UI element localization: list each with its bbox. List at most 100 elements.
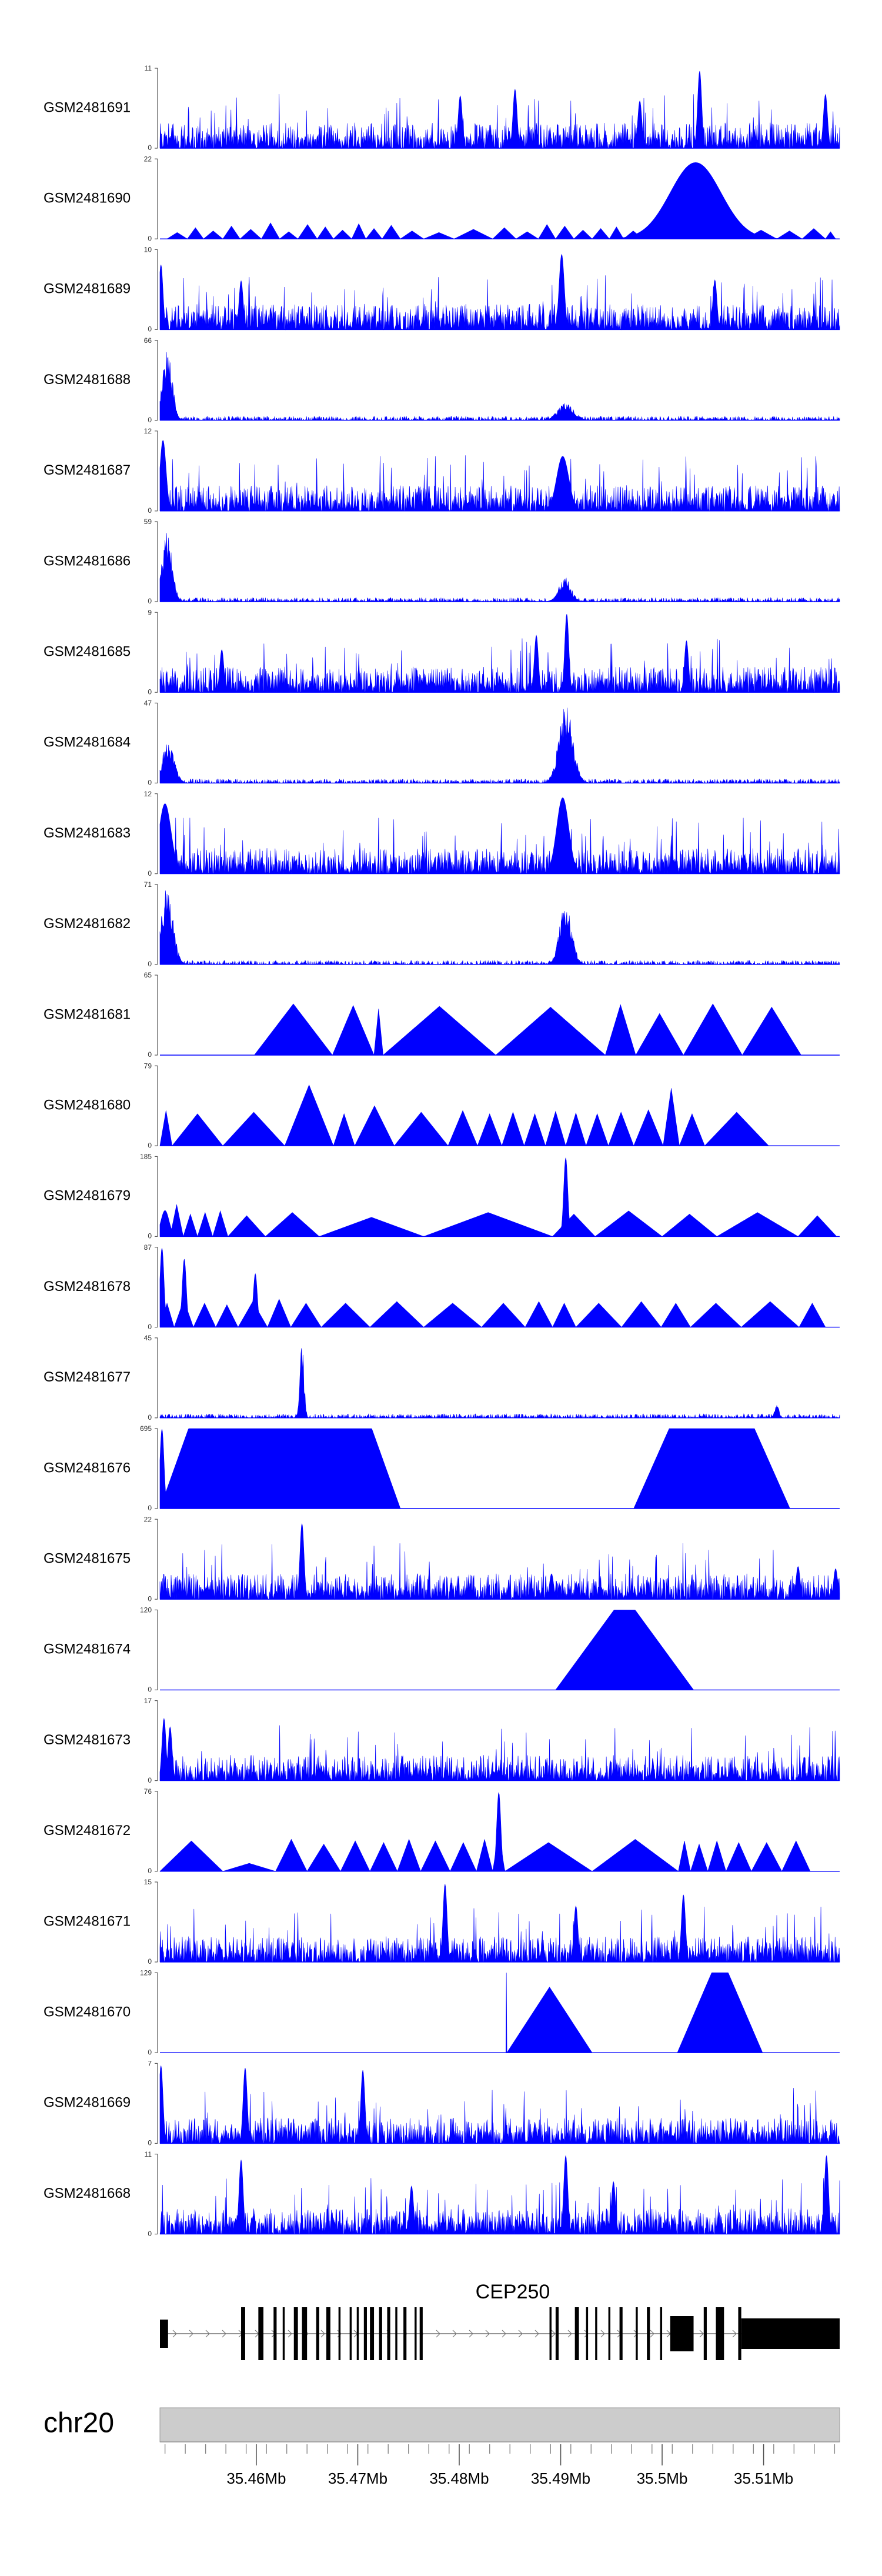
track-GSM2481691: GSM2481691 11 0 bbox=[44, 64, 840, 152]
y-axis-min-label: 0 bbox=[148, 1050, 152, 1059]
strand-arrow bbox=[469, 2330, 473, 2338]
track-GSM2481675: GSM2481675 22 0 bbox=[44, 1515, 840, 1603]
y-axis-max-label: 129 bbox=[140, 1968, 152, 1977]
y-axis-max-label: 7 bbox=[148, 2060, 152, 2068]
exon bbox=[302, 2307, 308, 2360]
coverage-area bbox=[160, 162, 840, 239]
y-axis-min-label: 0 bbox=[148, 1686, 152, 1694]
exon bbox=[670, 2316, 694, 2351]
track-label: GSM2481673 bbox=[44, 1732, 131, 1748]
exon bbox=[636, 2307, 638, 2360]
exon bbox=[273, 2307, 277, 2360]
exon bbox=[595, 2307, 597, 2360]
track-label: GSM2481669 bbox=[44, 2095, 131, 2111]
strand-arrow bbox=[485, 2330, 490, 2338]
coverage-area bbox=[160, 1610, 840, 1690]
exon bbox=[349, 2307, 352, 2360]
strand-arrow bbox=[172, 2330, 177, 2338]
y-axis-max-label: 185 bbox=[140, 1153, 152, 1161]
coverage-area bbox=[159, 1157, 840, 1237]
track-GSM2481673: GSM2481673 17 0 bbox=[44, 1697, 840, 1784]
y-axis-max-label: 87 bbox=[144, 1243, 152, 1252]
exon bbox=[549, 2307, 552, 2360]
x-tick-label: 35.5Mb bbox=[637, 2470, 688, 2487]
x-tick-label: 35.49Mb bbox=[531, 2470, 590, 2487]
y-axis-max-label: 47 bbox=[144, 699, 152, 708]
track-GSM2481672: GSM2481672 76 0 bbox=[44, 1787, 840, 1875]
chromosome-band bbox=[159, 2407, 840, 2442]
y-axis-min-label: 0 bbox=[148, 1413, 152, 1422]
y-axis-max-label: 71 bbox=[144, 880, 152, 889]
coverage-area bbox=[159, 533, 840, 603]
track-GSM2481668: GSM2481668 11 0 bbox=[44, 2150, 840, 2238]
strand-arrow bbox=[320, 2330, 325, 2338]
exon bbox=[555, 2307, 559, 2360]
coverage-area bbox=[159, 798, 840, 875]
strand-arrow bbox=[534, 2330, 539, 2338]
track-GSM2481679: GSM2481679 185 0 bbox=[44, 1153, 840, 1240]
track-label: GSM2481690 bbox=[44, 191, 131, 206]
coverage-area bbox=[159, 1523, 840, 1600]
strand-arrow bbox=[650, 2330, 654, 2338]
y-axis-min-label: 0 bbox=[148, 1323, 152, 1331]
coverage-area bbox=[159, 2066, 840, 2144]
coverage-area bbox=[159, 708, 840, 784]
track-label: GSM2481672 bbox=[44, 1823, 131, 1838]
track-label: GSM2481691 bbox=[44, 99, 131, 115]
y-axis-min-label: 0 bbox=[148, 597, 152, 605]
exon bbox=[379, 2307, 382, 2360]
strand-arrow bbox=[518, 2330, 523, 2338]
track-label: GSM2481676 bbox=[44, 1460, 131, 1476]
track-GSM2481680: GSM2481680 79 0 bbox=[44, 1062, 840, 1149]
y-axis-min-label: 0 bbox=[148, 325, 152, 333]
y-axis-min-label: 0 bbox=[148, 1867, 152, 1875]
coverage-area bbox=[159, 352, 840, 421]
exon bbox=[363, 2307, 367, 2360]
track-GSM2481681: GSM2481681 65 0 bbox=[44, 971, 840, 1059]
strand-arrow bbox=[732, 2330, 737, 2338]
strand-arrow bbox=[567, 2330, 572, 2338]
track-GSM2481684: GSM2481684 47 0 bbox=[44, 699, 840, 787]
y-axis-min-label: 0 bbox=[148, 2139, 152, 2147]
track-label: GSM2481682 bbox=[44, 916, 131, 932]
strand-arrow bbox=[189, 2330, 193, 2338]
y-axis-max-label: 11 bbox=[145, 64, 152, 72]
exon bbox=[282, 2307, 285, 2360]
exon bbox=[326, 2307, 330, 2360]
y-axis-max-label: 79 bbox=[144, 1062, 152, 1070]
track-label: GSM2481671 bbox=[44, 1913, 131, 1929]
track-GSM2481686: GSM2481686 59 0 bbox=[44, 518, 840, 605]
y-axis-min-label: 0 bbox=[148, 234, 152, 242]
y-axis-min-label: 0 bbox=[148, 960, 152, 968]
track-label: GSM2481678 bbox=[44, 1279, 131, 1294]
track-GSM2481671: GSM2481671 15 0 bbox=[44, 1878, 840, 1966]
coverage-area bbox=[159, 2155, 840, 2235]
y-axis-min-label: 0 bbox=[148, 1504, 152, 1512]
gene-name: CEP250 bbox=[476, 2281, 550, 2303]
y-axis-max-label: 695 bbox=[140, 1424, 152, 1433]
y-axis-min-label: 0 bbox=[148, 869, 152, 877]
exon bbox=[387, 2307, 390, 2360]
exon bbox=[293, 2307, 298, 2360]
track-GSM2481685: GSM2481685 9 0 bbox=[44, 608, 840, 696]
y-axis-min-label: 0 bbox=[148, 2230, 152, 2238]
coverage-area bbox=[159, 1884, 840, 1963]
exon bbox=[356, 2307, 359, 2360]
strand-arrow bbox=[502, 2330, 506, 2338]
exon bbox=[370, 2307, 375, 2360]
y-axis-min-label: 0 bbox=[148, 1776, 152, 1784]
exon bbox=[415, 2307, 417, 2360]
track-label: GSM2481668 bbox=[44, 2185, 131, 2201]
coverage-area bbox=[159, 614, 840, 693]
exon bbox=[241, 2307, 245, 2360]
strand-arrow bbox=[288, 2330, 292, 2338]
y-axis-max-label: 12 bbox=[144, 427, 152, 435]
y-axis-max-label: 9 bbox=[148, 608, 152, 616]
track-GSM2481669: GSM2481669 7 0 bbox=[44, 2060, 840, 2147]
strand-arrow bbox=[205, 2330, 210, 2338]
exon bbox=[586, 2307, 589, 2360]
coverage-area bbox=[160, 1003, 840, 1056]
y-axis-max-label: 22 bbox=[144, 155, 152, 163]
track-GSM2481678: GSM2481678 87 0 bbox=[44, 1243, 840, 1331]
